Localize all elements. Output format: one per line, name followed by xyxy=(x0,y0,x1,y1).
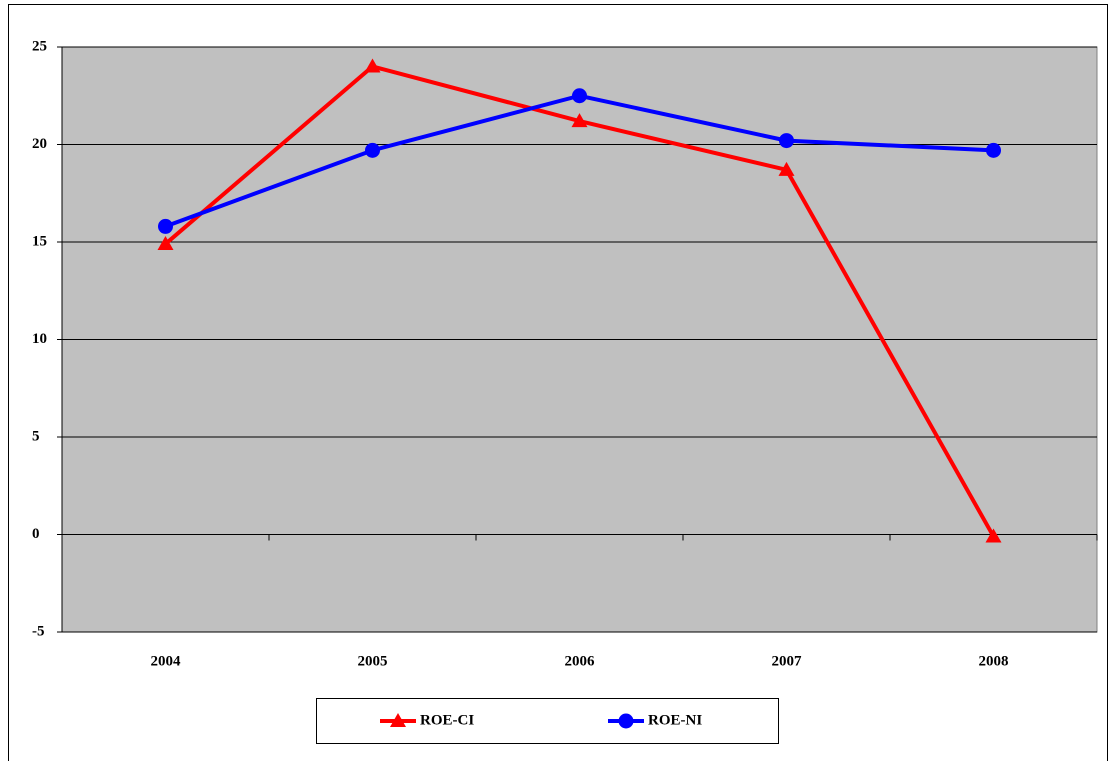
y-tick-label: 5 xyxy=(32,428,40,444)
x-tick-label: 2006 xyxy=(565,653,596,669)
marker xyxy=(618,713,634,729)
y-tick-label: -5 xyxy=(32,623,45,639)
marker xyxy=(390,713,406,727)
marker xyxy=(157,235,174,250)
marker xyxy=(985,528,1002,543)
y-tick-label: 15 xyxy=(32,233,47,249)
marker xyxy=(158,218,173,234)
x-tick-label: 2004 xyxy=(151,653,182,669)
marker xyxy=(572,88,587,104)
marker xyxy=(986,142,1001,158)
marker xyxy=(365,142,380,158)
x-tick-label: 2008 xyxy=(979,653,1009,669)
marker xyxy=(571,113,588,128)
legend-label: ROE-NI xyxy=(648,712,702,728)
marker xyxy=(779,133,794,149)
y-tick-label: 20 xyxy=(32,136,47,152)
y-tick-label: 25 xyxy=(32,38,47,54)
legend-label: ROE-CI xyxy=(420,712,474,728)
y-tick-label: 10 xyxy=(32,331,47,347)
marker xyxy=(778,161,795,176)
legend: ROE-CI ROE-NI xyxy=(316,698,779,744)
x-tick-label: 2005 xyxy=(358,653,388,669)
marker xyxy=(364,58,381,73)
x-tick-label: 2007 xyxy=(772,653,803,669)
y-tick-label: 0 xyxy=(32,526,40,542)
